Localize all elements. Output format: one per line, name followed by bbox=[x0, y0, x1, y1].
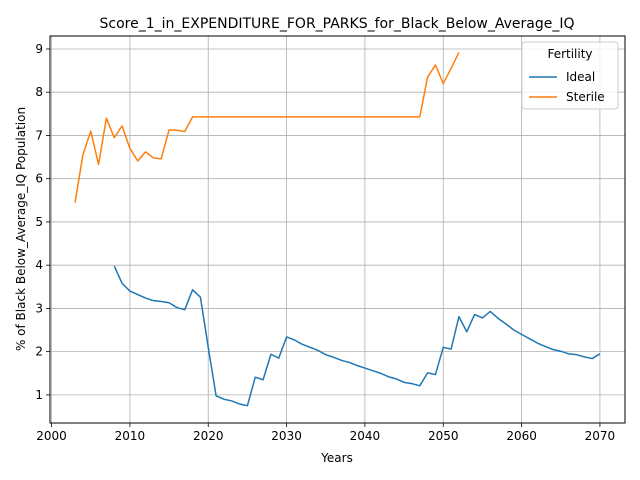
y-tick-label: 1 bbox=[35, 388, 43, 402]
legend-label-ideal: Ideal bbox=[566, 70, 595, 84]
x-tick-label: 2000 bbox=[36, 429, 67, 443]
y-tick-label: 5 bbox=[35, 215, 43, 229]
x-tick-label: 2070 bbox=[585, 429, 616, 443]
chart-title: Score_1_in_EXPENDITURE_FOR_PARKS_for_Bla… bbox=[100, 16, 575, 32]
x-axis-label: Years bbox=[320, 451, 353, 465]
y-tick-label: 3 bbox=[35, 301, 43, 315]
x-tick-label: 2030 bbox=[271, 429, 302, 443]
y-tick-label: 4 bbox=[35, 258, 43, 272]
x-tick-label: 2060 bbox=[506, 429, 537, 443]
x-tick-label: 2010 bbox=[115, 429, 146, 443]
series-line-sterile bbox=[74, 52, 460, 203]
legend: Fertility Ideal Sterile bbox=[521, 41, 619, 110]
y-tick-label: 8 bbox=[35, 85, 43, 99]
y-tick-label: 9 bbox=[35, 42, 43, 56]
legend-label-sterile: Sterile bbox=[566, 90, 605, 104]
legend-title: Fertility bbox=[547, 47, 592, 61]
series-line-ideal bbox=[113, 265, 601, 407]
y-axis-ticks: 1 2 3 4 5 6 7 8 9 bbox=[35, 42, 50, 402]
plot-frame bbox=[49, 35, 626, 424]
x-tick-label: 2020 bbox=[193, 429, 224, 443]
y-tick-label: 2 bbox=[35, 345, 43, 359]
x-axis-ticks: 2000 2010 2020 2030 2040 2050 2060 2070 bbox=[36, 423, 615, 443]
x-tick-label: 2050 bbox=[428, 429, 459, 443]
x-tick-label: 2040 bbox=[350, 429, 381, 443]
legend-box bbox=[521, 41, 619, 110]
y-tick-label: 7 bbox=[35, 128, 43, 142]
y-axis-label: % of Black Below_Average_IQ Population bbox=[14, 107, 28, 351]
y-tick-label: 6 bbox=[35, 172, 43, 186]
series-layer bbox=[74, 52, 601, 407]
